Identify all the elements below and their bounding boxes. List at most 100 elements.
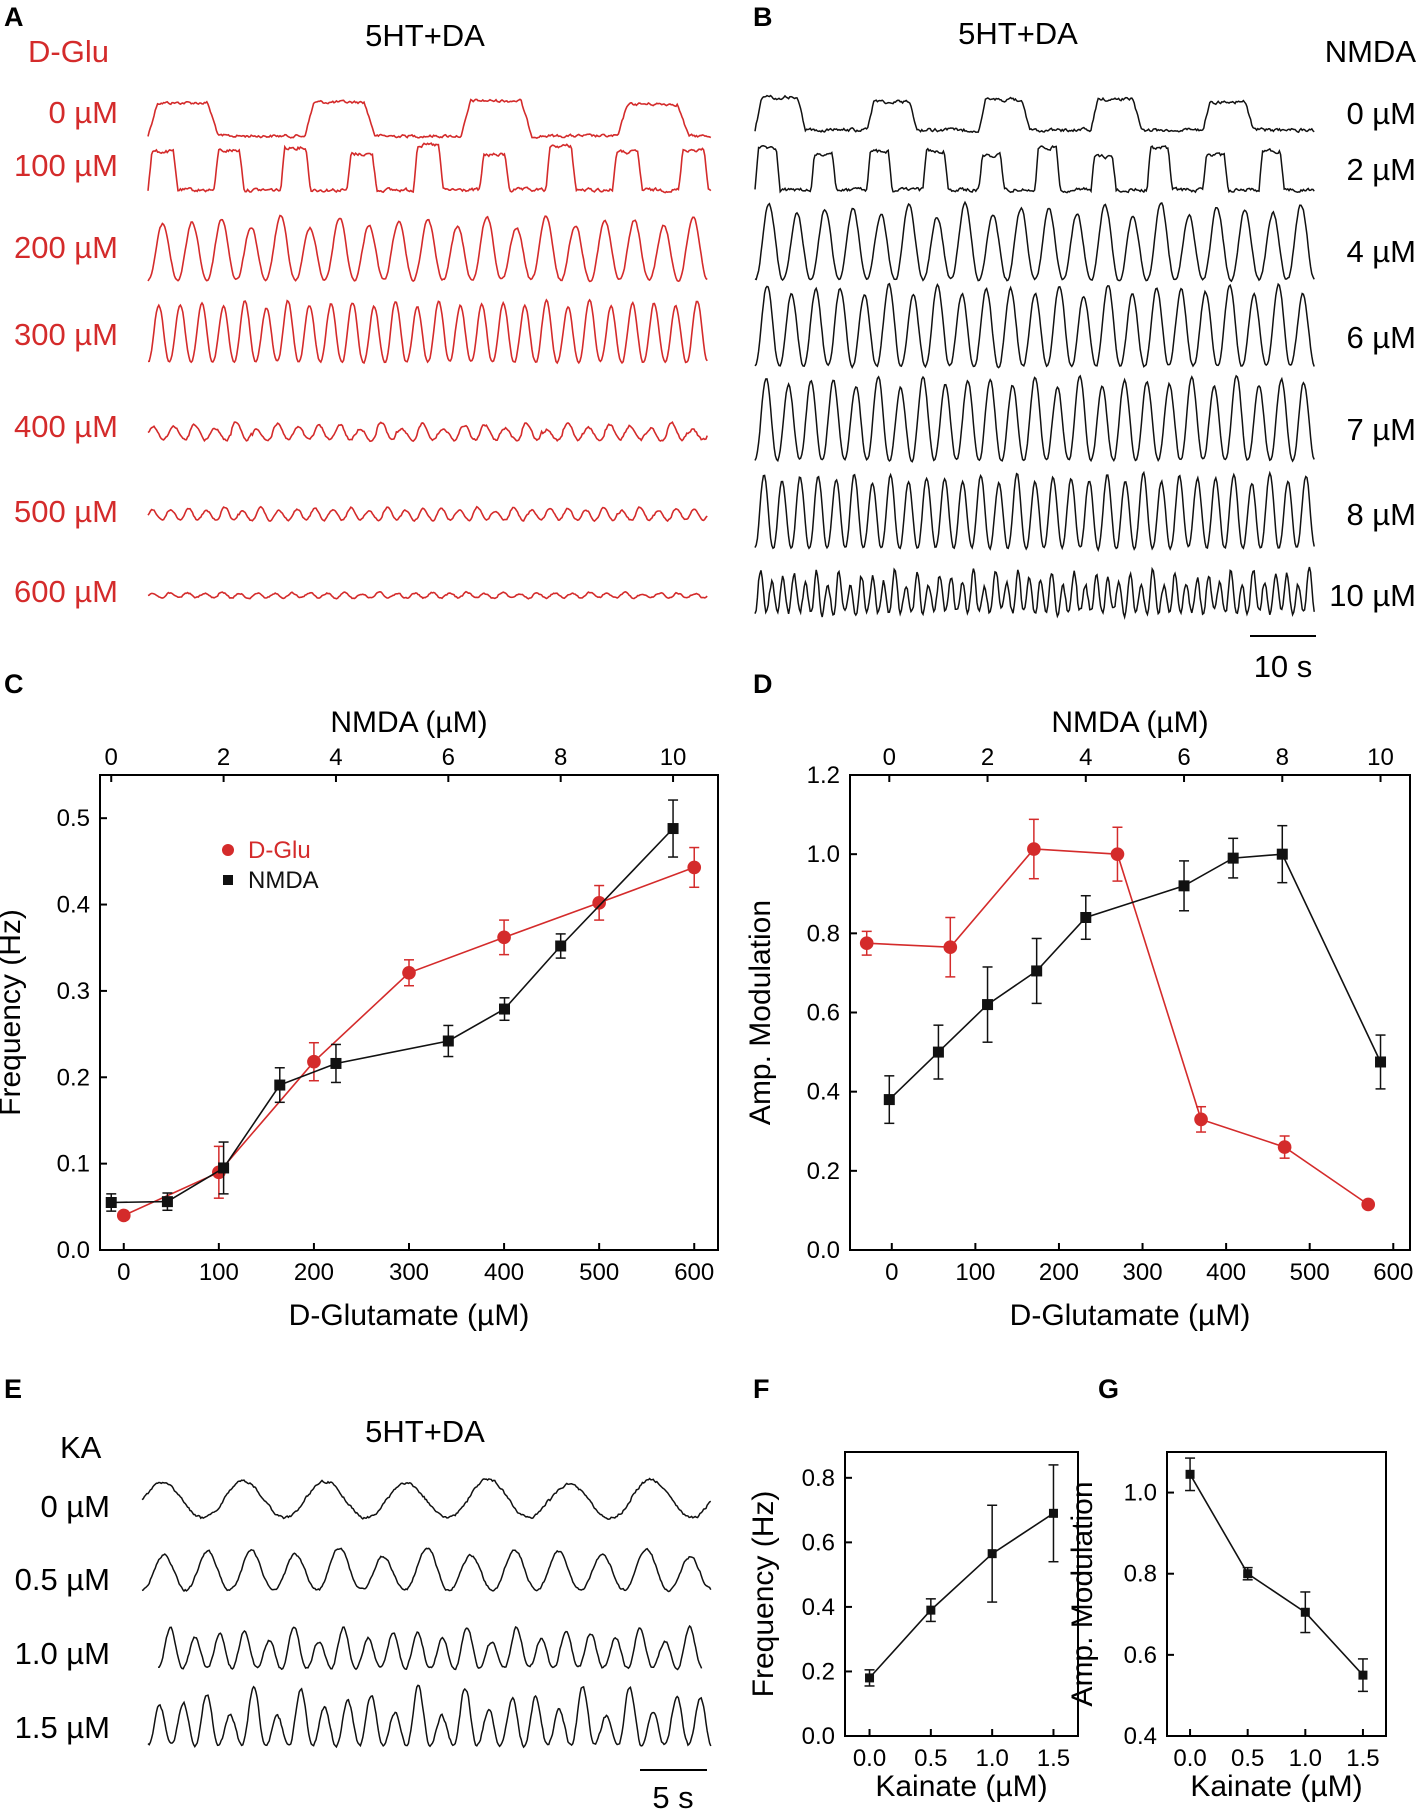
- x-tick-label-f-2: 1.0: [975, 1745, 1008, 1772]
- trace-label-e-0: 0 µM: [40, 1489, 110, 1524]
- x-tick-label-d-6: 600: [1373, 1259, 1413, 1286]
- data-point-c-d-glu-5: [592, 895, 606, 910]
- panel-b-drug-label: NMDA: [1325, 34, 1417, 69]
- traces-b: [754, 94, 1315, 620]
- plot-frame-f: [844, 1451, 1079, 1737]
- top-tick-label-c-1: 2: [217, 744, 230, 771]
- y-tick-label-c-0: 0.0: [57, 1237, 90, 1264]
- x-tick-label-d-5: 500: [1290, 1259, 1330, 1286]
- data-point-g-ka-0: [1185, 1469, 1195, 1479]
- trace-label-b-5: 8 µM: [1346, 497, 1416, 532]
- trace-a-4: [147, 420, 708, 443]
- y-tick-label-g-0: 0.4: [1124, 1723, 1157, 1750]
- trace-a-1: [147, 142, 712, 194]
- trace-label-b-2: 4 µM: [1346, 234, 1416, 269]
- panel-e-header: 5HT+DA: [365, 1414, 485, 1449]
- plot-frame-d: [849, 774, 1411, 1251]
- trace-label-a-5: 500 µM: [14, 494, 118, 529]
- trace-b-4: [754, 374, 1315, 463]
- y-tick-label-d-6: 1.2: [807, 762, 840, 789]
- panel-a-letter: A: [4, 2, 24, 32]
- trace-b-0: [754, 94, 1315, 134]
- data-point-f-ka-3: [1048, 1508, 1058, 1518]
- y-tick-label-d-3: 0.6: [807, 1000, 840, 1027]
- data-point-f-ka-0: [865, 1673, 875, 1683]
- top-tick-label-c-5: 10: [660, 744, 687, 771]
- data-point-c-nmda-5: [442, 1035, 454, 1047]
- data-point-c-d-glu-0: [116, 1208, 131, 1223]
- y-tick-label-c-3: 0.3: [57, 978, 90, 1005]
- panel-e-drug-label: KA: [60, 1430, 102, 1465]
- trace-e-0: [141, 1477, 712, 1520]
- y-tick-label-g-3: 1.0: [1124, 1480, 1157, 1507]
- panel-a-drug-label: D-Glu: [28, 34, 109, 69]
- data-point-g-ka-3: [1358, 1670, 1368, 1680]
- data-point-c-nmda-0: [105, 1197, 117, 1208]
- trace-label-e-2: 1.0 µM: [15, 1636, 110, 1671]
- panel-e-letter: E: [4, 1374, 22, 1404]
- y-tick-label-f-2: 0.4: [802, 1594, 835, 1621]
- plot-frame-c: [99, 774, 719, 1251]
- series-line-d-d-glu: [866, 848, 1369, 1206]
- y-tick-label-g-1: 0.6: [1124, 1642, 1157, 1669]
- legend-marker-c-1: [223, 875, 233, 885]
- y-tick-label-d-4: 0.8: [807, 920, 840, 947]
- x-axis-label-g: Kainate (µM): [1190, 1770, 1362, 1803]
- panel-a-header: 5HT+DA: [365, 18, 485, 53]
- plot-frame-g: [1166, 1451, 1387, 1737]
- top-tick-label-d-4: 8: [1276, 744, 1289, 771]
- y-tick-label-c-1: 0.1: [57, 1151, 90, 1178]
- x-tick-label-c-1: 100: [199, 1259, 239, 1286]
- x-tick-label-c-3: 300: [389, 1259, 429, 1286]
- panel-d-letter: D: [753, 669, 773, 699]
- y-axis-label-d: Amp. Modulation: [744, 900, 777, 1125]
- y-tick-label-c-4: 0.4: [57, 892, 90, 919]
- y-tick-label-f-4: 0.8: [802, 1465, 835, 1492]
- top-tick-label-c-3: 6: [442, 744, 455, 771]
- y-tick-label-d-0: 0.0: [807, 1237, 840, 1264]
- trace-b-1: [754, 144, 1315, 194]
- y-tick-label-c-2: 0.2: [57, 1064, 90, 1091]
- panel-b-letter: B: [753, 2, 773, 32]
- legend-label-c-1: NMDA: [248, 867, 319, 894]
- data-point-d-nmda-4: [1080, 912, 1092, 923]
- panel-b: B 5HT+DA NMDA 0 µM 2 µM 4 µM 6 µM 7 µM 8…: [753, 2, 1416, 684]
- trace-label-e-1: 0.5 µM: [15, 1562, 110, 1597]
- data-point-d-d-glu-1: [943, 940, 958, 955]
- trace-label-b-1: 2 µM: [1346, 152, 1416, 187]
- trace-b-2: [754, 200, 1315, 283]
- trace-a-0: [147, 98, 712, 139]
- panel-e: E 5HT+DA KA 0 µM 0.5 µM 1.0 µM 1.5 µM 5 …: [4, 1374, 712, 1814]
- top-tick-label-d-5: 10: [1367, 744, 1394, 771]
- y-tick-label-d-1: 0.2: [807, 1158, 840, 1185]
- top-tick-label-d-2: 4: [1079, 744, 1092, 771]
- trace-a-5: [147, 505, 708, 523]
- panel-g-letter: G: [1098, 1374, 1119, 1404]
- top-tick-label-c-0: 0: [105, 744, 118, 771]
- x-tick-label-g-3: 1.5: [1346, 1745, 1379, 1772]
- scale-bar-e-label: 5 s: [652, 1780, 693, 1814]
- x-tick-label-g-1: 0.5: [1231, 1745, 1264, 1772]
- x-tick-label-c-2: 200: [294, 1259, 334, 1286]
- x-tick-label-d-2: 200: [1039, 1259, 1079, 1286]
- data-point-d-nmda-0: [883, 1094, 895, 1106]
- data-point-d-nmda-2: [982, 999, 994, 1011]
- legend-label-c-0: D-Glu: [248, 837, 311, 864]
- top-tick-label-d-1: 2: [981, 744, 994, 771]
- y-tick-label-c-5: 0.5: [57, 805, 90, 832]
- panel-b-header: 5HT+DA: [958, 16, 1078, 51]
- x-tick-label-f-3: 1.5: [1037, 1745, 1070, 1772]
- trace-label-a-1: 100 µM: [14, 148, 118, 183]
- trace-label-a-2: 200 µM: [14, 230, 118, 265]
- trace-a-6: [147, 590, 708, 600]
- y-tick-label-f-3: 0.6: [802, 1529, 835, 1556]
- data-point-c-nmda-4: [330, 1057, 342, 1069]
- data-point-c-nmda-6: [499, 1003, 511, 1015]
- data-point-c-d-glu-2: [307, 1054, 321, 1069]
- data-point-c-nmda-1: [161, 1196, 173, 1208]
- data-point-c-nmda-8: [667, 823, 679, 835]
- x-axis-label-c: D-Glutamate (µM): [289, 1299, 530, 1332]
- data-point-d-nmda-6: [1227, 852, 1239, 864]
